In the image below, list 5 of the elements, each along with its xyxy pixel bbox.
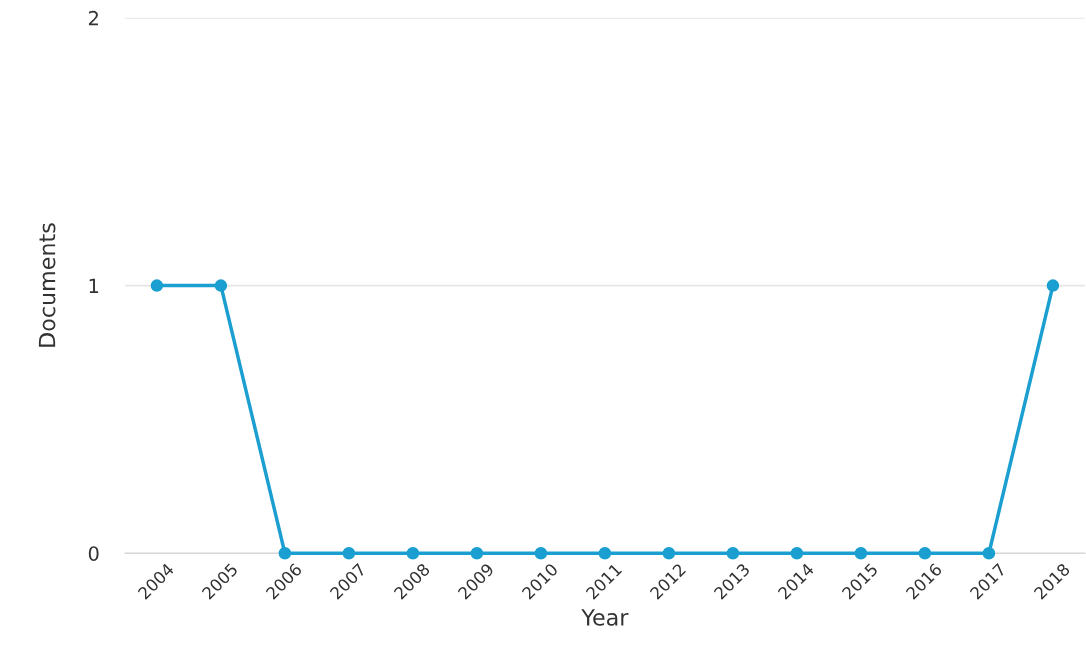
y-tick-label: 2: [88, 10, 98, 26]
y-tick-label: 1: [89, 278, 99, 293]
y-tick-label: 0: [88, 546, 99, 561]
y-axis-title: Documents: [38, 223, 56, 347]
x-axis-title: Year: [581, 609, 629, 626]
